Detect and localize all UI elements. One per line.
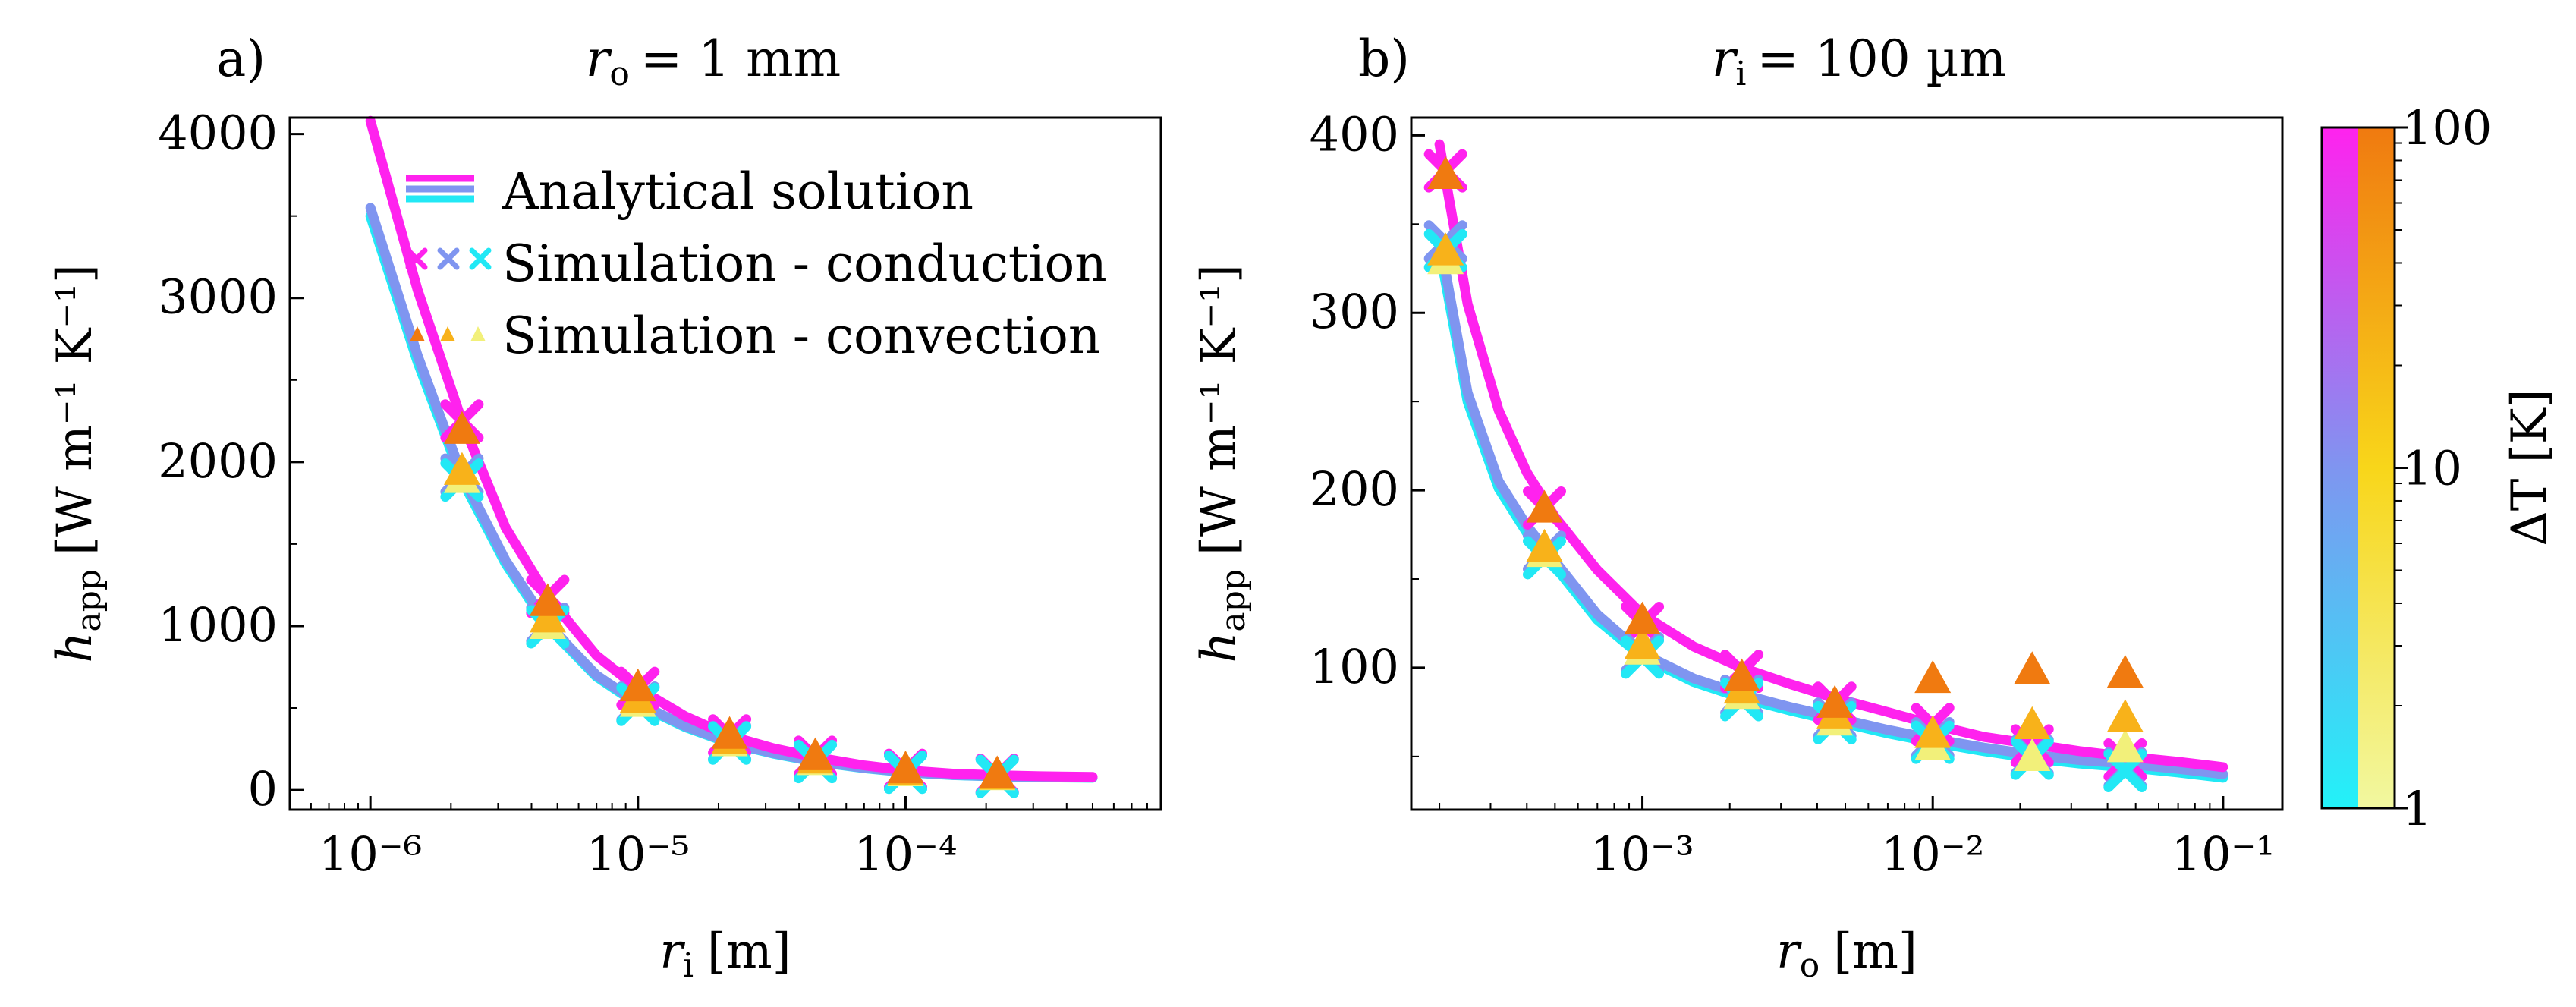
panel-a-legend: Analytical solution Simulation - conduct… — [405, 162, 1107, 365]
panel-b-frame — [1410, 116, 2284, 811]
x-tick-label: 10⁻¹ — [2172, 826, 2275, 882]
panel-b-tag: b) — [1358, 30, 1410, 88]
panel-a: a) ro = 1 mm 10⁻⁶ 10⁻⁵ 10⁻⁴ 0 1000 2000 3000 400… — [47, 30, 1162, 985]
x-tick-label: 10⁻² — [1881, 826, 1984, 882]
panel-b-title: ri = 100 µm — [1712, 30, 2006, 93]
convection-marker — [887, 750, 924, 784]
panel-b-ylabel: happ[W m⁻¹ K⁻¹] — [1191, 264, 1253, 663]
x-tick-label: 10⁻⁴ — [854, 826, 957, 882]
convection-marker — [2106, 729, 2144, 763]
panel-a-title: ro = 1 mm — [586, 30, 841, 93]
y-tick-label: 3000 — [158, 269, 278, 325]
convection-marker — [529, 599, 566, 633]
panel-a-xlabel: ri [m] — [659, 924, 791, 985]
convection-marker — [2106, 654, 2144, 688]
convection-marker — [1816, 684, 1854, 718]
x-tick-label: 10⁻³ — [1590, 826, 1694, 882]
legend-swatch-conduction — [405, 247, 492, 270]
legend-swatch-analytical — [406, 175, 474, 203]
colorbar: 1 10 100 ΔT [K] — [2320, 100, 2558, 836]
colorbar-convection-strip — [2358, 127, 2395, 808]
y-tick-label: 100 — [1310, 639, 1399, 694]
legend-label-convection: Simulation - convection — [502, 307, 1100, 365]
convection-marker — [1914, 715, 1952, 748]
legend-label-analytical: Analytical solution — [502, 162, 973, 221]
convection-marker — [1427, 156, 1464, 190]
y-tick-label: 0 — [248, 761, 278, 817]
convection-marker — [1526, 489, 1563, 523]
panel-a-frame — [288, 116, 1162, 811]
colorbar-label: ΔT [K] — [2502, 389, 2558, 546]
x-tick-label: 10⁻⁵ — [587, 826, 690, 882]
convection-marker — [619, 668, 656, 702]
colorbar-tick-label: 10 — [2402, 441, 2462, 496]
convection-marker — [443, 411, 480, 444]
convection-marker — [711, 716, 748, 749]
convection-marker — [1914, 659, 1952, 694]
panel-b-xlabel: ro [m] — [1776, 924, 1917, 985]
panel-a-tag: a) — [216, 30, 266, 88]
convection-marker — [797, 737, 834, 770]
colorbar-conduction-strip — [2322, 127, 2358, 808]
convection-marker — [1526, 528, 1563, 562]
y-tick-label: 200 — [1310, 461, 1399, 517]
panel-a-ylabel: happ[W m⁻¹ K⁻¹] — [47, 264, 109, 663]
convection-marker — [2014, 738, 2051, 772]
y-tick-label: 400 — [1310, 106, 1399, 162]
convection-marker — [2106, 699, 2144, 732]
convection-marker — [1624, 626, 1661, 659]
y-tick-label: 2000 — [158, 433, 278, 489]
analytical-curve — [1434, 139, 2228, 773]
colorbar-tick-label: 100 — [2402, 100, 2492, 156]
convection-marker — [1427, 232, 1464, 266]
convection-marker — [1624, 601, 1661, 634]
colorbar-ticks: 1 10 100 — [2395, 100, 2492, 836]
convection-marker — [443, 452, 480, 485]
convection-marker — [979, 755, 1016, 788]
y-tick-label: 4000 — [158, 105, 278, 161]
y-tick-label: 1000 — [158, 597, 278, 653]
convection-marker — [2014, 706, 2051, 739]
legend-swatch-convection — [410, 326, 486, 341]
convection-marker — [1723, 658, 1760, 691]
panel-b-plot-area: 10⁻³ 10⁻² 10⁻¹ 100 200 300 400 — [1310, 106, 2275, 882]
y-tick-label: 300 — [1310, 284, 1399, 339]
panel-b: b) ri = 100 µm 10⁻³ 10⁻² 10⁻¹ 100 200 300 400 r… — [1191, 30, 2284, 985]
x-tick-label: 10⁻⁶ — [319, 826, 422, 882]
convection-marker — [529, 583, 566, 616]
colorbar-tick-label: 1 — [2402, 781, 2432, 836]
legend-label-conduction: Simulation - conduction — [502, 234, 1107, 293]
panel-a-plot-area: 10⁻⁶ 10⁻⁵ 10⁻⁴ 0 1000 2000 3000 4000 — [158, 105, 1148, 882]
convection-marker — [2014, 651, 2051, 684]
